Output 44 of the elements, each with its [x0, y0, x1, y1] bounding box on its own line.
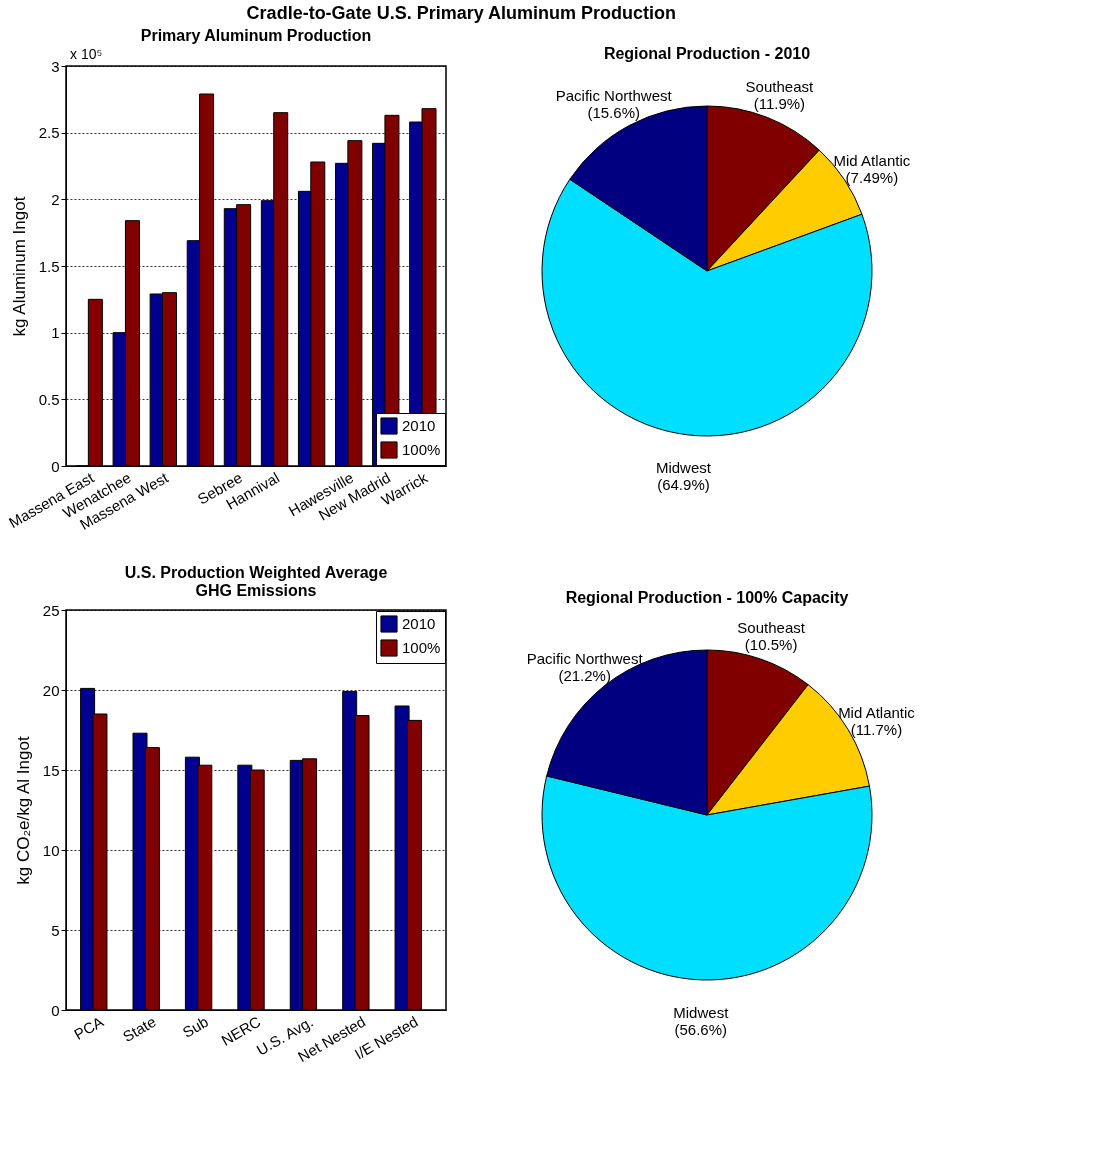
slice-label: Mid Atlantic: [838, 703, 916, 721]
y-tick-label: 0: [51, 457, 60, 475]
slice-label: Mid Atlantic: [833, 152, 911, 170]
y-tick-label: 1.5: [38, 257, 60, 275]
chart-title: Primary Aluminum Production: [140, 27, 372, 44]
data-label: (10.5%): [744, 635, 798, 653]
text: Cradle-to-Gate U.S. Primary Aluminum Production: [246, 3, 676, 24]
data-label: (15.6%): [587, 104, 640, 122]
y-tick-label: 25: [42, 601, 60, 619]
chart-title: Regional Production - 100% Capacity: [565, 589, 849, 606]
x-tick-label: PCA: [71, 1012, 107, 1043]
y-tick-label: 3: [51, 57, 60, 75]
slice-label: Southeast: [745, 77, 814, 95]
y-tick-label: 0: [51, 1001, 60, 1019]
y-axis-title: kg CO₂e/kg Al Ingot: [13, 736, 33, 885]
y-tick-label: 1: [51, 324, 60, 342]
y-tick-label: 0.5: [38, 390, 60, 408]
slice-label: Midwest: [673, 1003, 730, 1021]
slice-label: Pacific Northwest: [526, 650, 644, 668]
slice-label: Pacific Northwest: [555, 87, 673, 105]
chart-title: Regional Production - 2010: [603, 45, 811, 62]
slice-label: Southeast: [737, 618, 806, 636]
text: x 10⁵: [70, 46, 103, 62]
data-label: (56.6%): [674, 1020, 728, 1038]
x-tick-label: State: [119, 1012, 159, 1046]
chart-title: U.S. Production Weighted Average GHG Emissions: [124, 564, 388, 599]
data-label: (11.7%): [850, 720, 903, 738]
data-label: (7.49%): [845, 169, 899, 187]
x-tick-label: Sub: [179, 1012, 212, 1041]
y-axis-title: kg Aluminum Ingot: [9, 196, 29, 337]
slice-label: Midwest: [655, 458, 712, 476]
y-tick-label: 5: [51, 921, 60, 939]
data-label: (64.9%): [657, 475, 710, 493]
data-label: (21.2%): [558, 667, 611, 685]
y-tick-label: 10: [42, 841, 60, 859]
y-tick-label: 15: [42, 761, 60, 779]
legend-label: 100%: [402, 441, 441, 458]
y-tick-label: 20: [42, 681, 60, 699]
legend-label: 2010: [402, 417, 436, 434]
data-label: (11.9%): [753, 94, 806, 112]
y-tick-label: 2.5: [38, 124, 60, 142]
text: 2010: [402, 615, 436, 632]
text: 100%: [402, 639, 441, 656]
y-tick-label: 2: [51, 190, 60, 208]
